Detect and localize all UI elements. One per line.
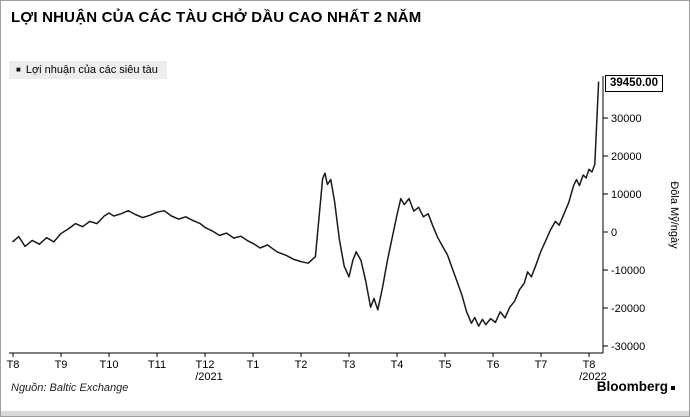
source-note: Nguồn: Baltic Exchange xyxy=(11,382,129,394)
x-tick-label: T10 xyxy=(100,359,119,371)
x-tick-label: T1 xyxy=(247,359,260,371)
x-tick-label: T4 xyxy=(391,359,404,371)
x-tick-label: T2 xyxy=(295,359,308,371)
y-tick-label: 20000 xyxy=(611,151,642,163)
y-tick-label: -30000 xyxy=(611,341,645,353)
x-tick-label: T5 xyxy=(439,359,452,371)
x-tick-sublabel: /2021 xyxy=(195,371,223,383)
y-tick-label: 0 xyxy=(611,227,617,239)
bottom-divider xyxy=(1,411,689,416)
x-tick-label: T3 xyxy=(343,359,356,371)
legend-square-icon: ■ xyxy=(16,65,21,74)
x-tick-label: T9 xyxy=(55,359,68,371)
y-tick-label: 10000 xyxy=(611,189,642,201)
last-value-badge: 39450.00 xyxy=(605,75,663,92)
series-line xyxy=(12,81,600,327)
bloomberg-wordmark: Bloomberg xyxy=(596,379,668,394)
bloomberg-square-icon xyxy=(671,386,675,390)
y-tick-label: -10000 xyxy=(611,265,645,277)
legend-label: Lợi nhuận của các siêu tàu xyxy=(25,64,158,76)
y-tick-label: -20000 xyxy=(611,303,645,315)
x-tick-label: T7 xyxy=(535,359,548,371)
x-tick-sublabel: /2022 xyxy=(579,371,607,383)
x-tick-label: T6 xyxy=(487,359,500,371)
x-tick-label: T12 xyxy=(196,359,215,371)
x-tick-label: T11 xyxy=(148,359,166,371)
y-tick-label: 30000 xyxy=(611,113,642,125)
x-tick-label: T8 xyxy=(7,359,20,371)
chart-title: LỢI NHUẬN CỦA CÁC TÀU CHỞ DẦU CAO NHẤT 2… xyxy=(11,9,422,26)
bloomberg-logo: Bloomberg xyxy=(597,379,675,394)
x-tick-label: T8 xyxy=(583,359,596,371)
chart-legend: ■ Lợi nhuận của các siêu tàu xyxy=(9,61,167,79)
y-axis-title: Đôla Mỹ/ngày xyxy=(668,181,680,249)
